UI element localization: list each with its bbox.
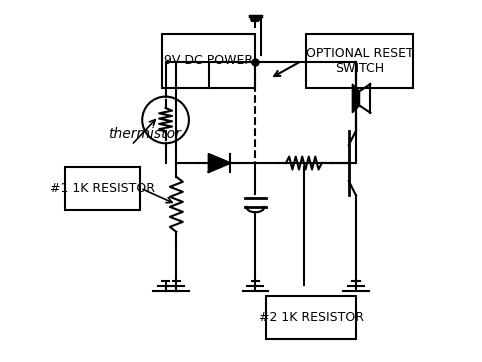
Text: OPTIONAL RESET
SWITCH: OPTIONAL RESET SWITCH <box>306 47 414 75</box>
Text: thermistor: thermistor <box>108 127 181 141</box>
Polygon shape <box>352 84 360 113</box>
Text: 9V DC POWER: 9V DC POWER <box>164 54 253 67</box>
Text: #2 1K RESISTOR: #2 1K RESISTOR <box>258 311 363 324</box>
FancyBboxPatch shape <box>162 34 255 88</box>
Polygon shape <box>209 154 230 172</box>
Text: #1 1K RESISTOR: #1 1K RESISTOR <box>50 182 155 195</box>
FancyBboxPatch shape <box>266 296 356 339</box>
FancyBboxPatch shape <box>306 34 414 88</box>
FancyBboxPatch shape <box>65 167 140 210</box>
